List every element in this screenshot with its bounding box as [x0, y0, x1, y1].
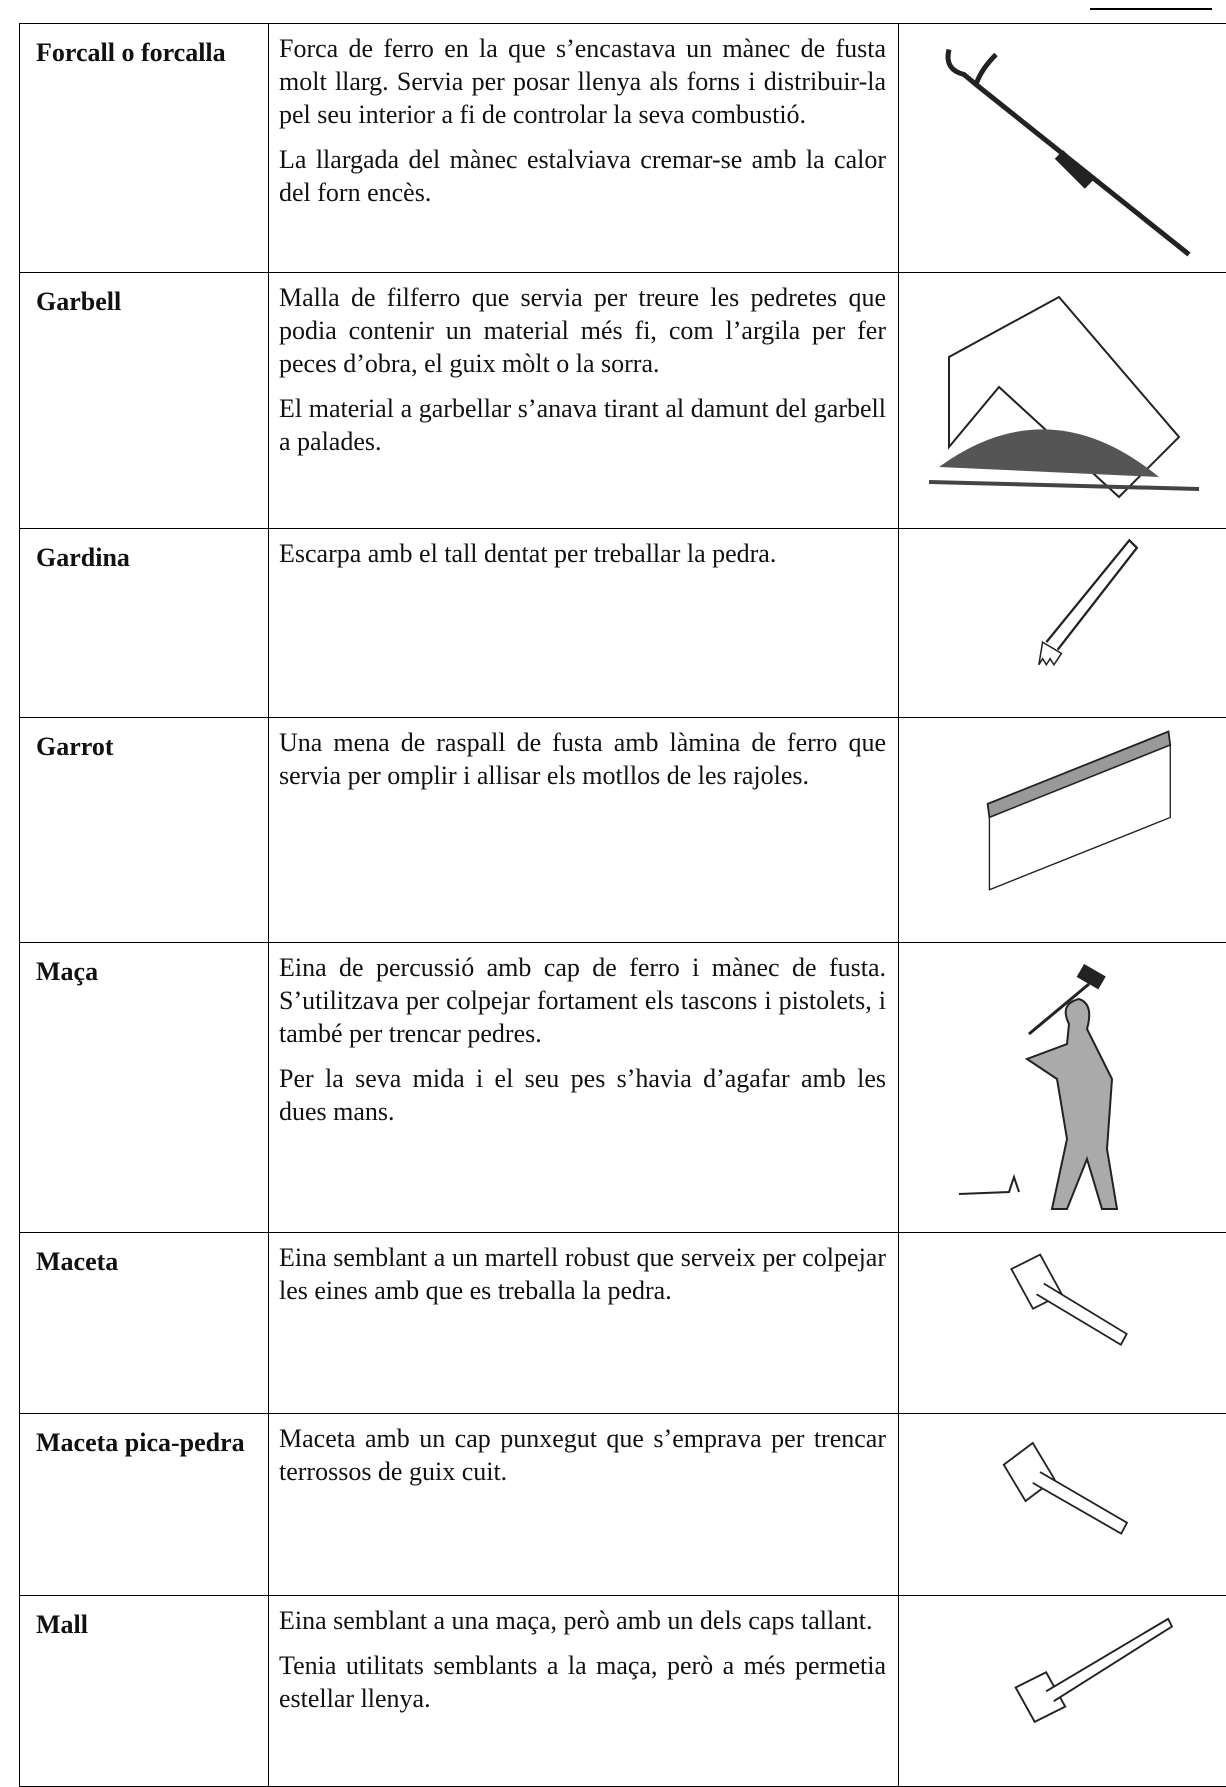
paragraph: Escarpa amb el tall dentat per treballar… — [279, 537, 886, 570]
table-row: Mall Eina semblant a una maça, però amb u… — [20, 1596, 1226, 1787]
illustration-cell — [899, 1596, 1226, 1787]
tool-illustration — [919, 1414, 1219, 1588]
illustration-cell — [899, 718, 1226, 943]
illustration-cell — [899, 1233, 1226, 1414]
paragraph: Eina de percussió amb cap de ferro i màn… — [279, 951, 886, 1050]
tool-illustration — [919, 943, 1219, 1225]
tool-drawing — [929, 297, 1199, 497]
tool-illustration — [919, 1596, 1219, 1779]
paragraph: La llargada del mànec estalviava cremar-… — [279, 143, 886, 209]
term: Gardina — [20, 529, 269, 718]
tool-drawing — [959, 964, 1117, 1209]
term: Maça — [20, 943, 269, 1233]
tool-illustration — [919, 1233, 1219, 1406]
term: Forcall o forcalla — [20, 24, 269, 273]
tool-illustration — [919, 273, 1219, 521]
paragraph: Una mena de raspall de fusta amb làmina … — [279, 726, 886, 792]
paragraph: Malla de filferro que servia per treure … — [279, 281, 886, 380]
paragraph: Maceta amb un cap punxegut que s’emprava… — [279, 1422, 886, 1488]
term: Garrot — [20, 718, 269, 943]
tool-drawing — [988, 732, 1171, 890]
paragraph: El material a garbellar s’anava tirant a… — [279, 392, 886, 458]
paragraph: Eina semblant a un martell robust que se… — [279, 1241, 886, 1307]
tool-drawing — [1016, 1619, 1172, 1722]
description: Maceta amb un cap punxegut que s’emprava… — [269, 1414, 899, 1596]
description: Eina semblant a un martell robust que se… — [269, 1233, 899, 1414]
tool-drawing — [1039, 540, 1137, 664]
header-rule — [1090, 8, 1212, 10]
illustration-cell — [899, 24, 1226, 273]
tool-illustration — [919, 718, 1219, 935]
description: Malla de filferro que servia per treure … — [269, 273, 899, 529]
tool-drawing — [1011, 1255, 1126, 1345]
tool-illustration — [919, 529, 1219, 710]
illustration-cell — [899, 1414, 1226, 1596]
description: Escarpa amb el tall dentat per treballar… — [269, 529, 899, 718]
term: Maceta pica-pedra — [20, 1414, 269, 1596]
table-row: Gardina Escarpa amb el tall dentat per tr… — [20, 529, 1226, 718]
tool-illustration — [919, 24, 1219, 265]
paragraph: Eina semblant a una maça, però amb un de… — [279, 1604, 886, 1637]
illustration-cell — [899, 273, 1226, 529]
term: Mall — [20, 1596, 269, 1787]
illustration-cell — [899, 529, 1226, 718]
description: Una mena de raspall de fusta amb làmina … — [269, 718, 899, 943]
description: Eina semblant a una maça, però amb un de… — [269, 1596, 899, 1787]
tool-drawing — [948, 50, 1189, 255]
term: Garbell — [20, 273, 269, 529]
description: Forca de ferro en la que s’encastava un … — [269, 24, 899, 273]
paragraph: Per la seva mida i el seu pes s’havia d’… — [279, 1062, 886, 1128]
illustration-cell — [899, 943, 1226, 1233]
term: Maceta — [20, 1233, 269, 1414]
paragraph: Tenia utilitats semblants a la maça, per… — [279, 1649, 886, 1715]
tool-drawing — [1004, 1443, 1127, 1534]
description: Eina de percussió amb cap de ferro i màn… — [269, 943, 899, 1233]
paragraph: Forca de ferro en la que s’encastava un … — [279, 32, 886, 131]
